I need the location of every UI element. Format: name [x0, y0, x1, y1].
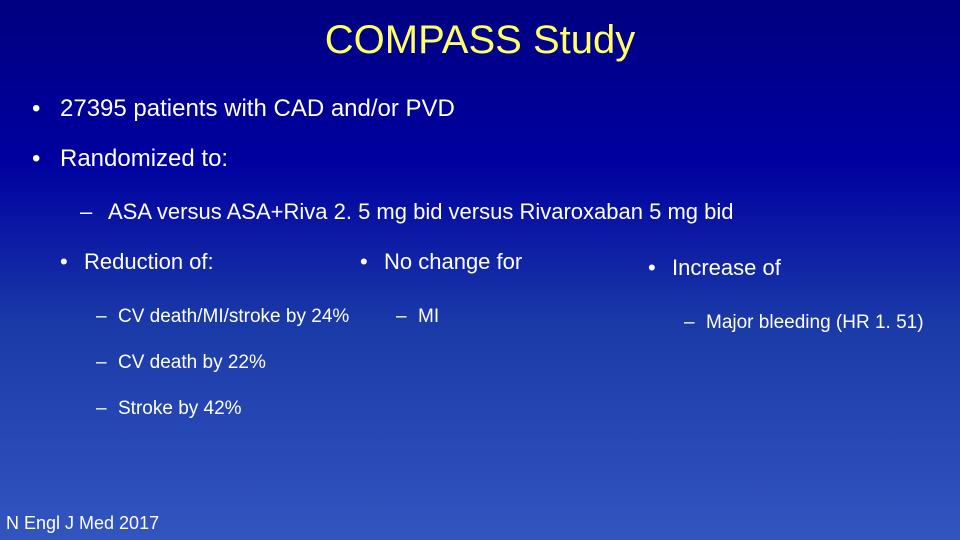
slide-body: 27395 patients with CAD and/or PVD Rando…	[0, 95, 960, 427]
bullet-dash-icon	[96, 345, 118, 381]
column-subitem-text: Major bleeding (HR 1. 51)	[706, 305, 924, 341]
column-subitem: Stroke by 42%	[60, 391, 360, 427]
column-subitem: Major bleeding (HR 1. 51)	[648, 305, 940, 341]
column-heading: Reduction of:	[60, 249, 360, 275]
bullet-level1: Randomized to:	[32, 145, 940, 173]
column-heading-text: Increase of	[672, 255, 781, 281]
column-subitem-text: MI	[418, 299, 439, 335]
column-heading: No change for	[360, 249, 648, 275]
column-subitem-text: CV death/MI/stroke by 24%	[118, 299, 349, 335]
bullet-dot-icon	[360, 249, 384, 275]
bullet-text: Randomized to:	[60, 145, 228, 173]
slide-title: COMPASS Study	[0, 0, 960, 73]
column-nochange: No change for MI	[360, 249, 648, 427]
citation-text: N Engl J Med 2017	[6, 513, 159, 534]
bullet-dash-icon	[96, 299, 118, 335]
bullet-text: ASA versus ASA+Riva 2. 5 mg bid versus R…	[108, 199, 733, 225]
column-increase: Increase of Major bleeding (HR 1. 51)	[648, 249, 940, 427]
column-heading-text: Reduction of:	[84, 249, 214, 275]
bullet-level2: ASA versus ASA+Riva 2. 5 mg bid versus R…	[32, 199, 940, 225]
column-subitem: MI	[360, 299, 648, 335]
column-subitem: CV death/MI/stroke by 24%	[60, 299, 360, 335]
column-subitem: CV death by 22%	[60, 345, 360, 381]
column-subitem-text: Stroke by 42%	[118, 391, 242, 427]
column-reduction: Reduction of: CV death/MI/stroke by 24% …	[60, 249, 360, 427]
bullet-dot-icon	[648, 255, 672, 281]
bullet-level1: 27395 patients with CAD and/or PVD	[32, 95, 940, 123]
bullet-dash-icon	[80, 199, 108, 225]
column-heading-text: No change for	[384, 249, 522, 275]
bullet-dot-icon	[60, 249, 84, 275]
bullet-dash-icon	[684, 305, 706, 341]
bullet-text: 27395 patients with CAD and/or PVD	[60, 95, 455, 123]
bullet-dash-icon	[396, 299, 418, 335]
bullet-dot-icon	[32, 145, 60, 173]
column-heading: Increase of	[648, 255, 940, 281]
bullet-dash-icon	[96, 391, 118, 427]
bullet-dot-icon	[32, 95, 60, 123]
three-column-region: Reduction of: CV death/MI/stroke by 24% …	[32, 249, 940, 427]
column-subitem-text: CV death by 22%	[118, 345, 266, 381]
